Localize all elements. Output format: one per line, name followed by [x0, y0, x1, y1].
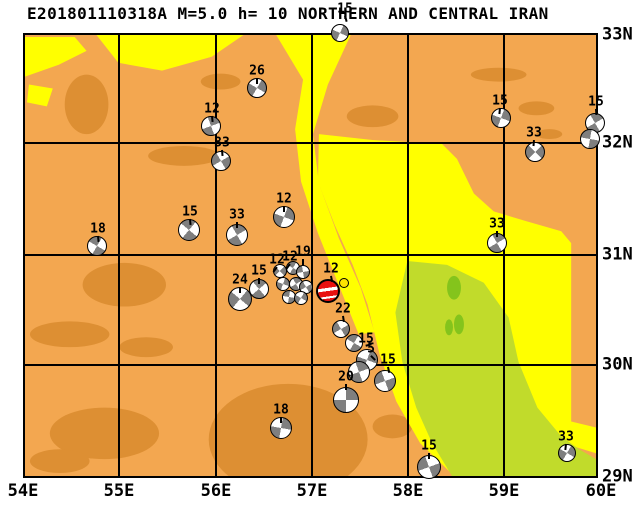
x-axis-label: 55E: [103, 481, 135, 501]
grid-line-vertical: [503, 35, 505, 478]
y-axis-label: 33N: [602, 24, 633, 45]
map-title: E201801110318A M=5.0 h= 10 NORTHERN AND …: [27, 4, 549, 23]
depth-label: 15: [182, 204, 198, 220]
depth-label: 18: [273, 402, 289, 418]
focal-mechanism: [178, 219, 200, 241]
depth-label: 15: [492, 93, 508, 109]
depth-label: 12: [282, 249, 298, 265]
depth-label: 15: [421, 438, 437, 454]
depth-label: 26: [249, 63, 265, 79]
focal-mechanism: [87, 236, 107, 256]
focal-mechanism: [374, 370, 396, 392]
label-tick: [258, 278, 260, 284]
focal-mechanism: [525, 142, 545, 162]
label-tick: [496, 231, 498, 237]
depth-label: 15: [380, 352, 396, 368]
depth-label: 15: [251, 263, 267, 279]
depth-label: 12: [276, 191, 292, 207]
grid-line-horizontal: [25, 142, 598, 144]
grid-line-horizontal: [25, 254, 598, 256]
focal-mechanism: [201, 116, 221, 136]
depth-label: 15: [337, 1, 353, 17]
focal-mechanism: [345, 334, 363, 352]
x-axis-label: 57E: [296, 481, 328, 501]
label-tick: [280, 417, 282, 423]
label-tick: [283, 206, 285, 212]
focal-mechanism: [211, 151, 231, 171]
focal-mechanism: [558, 444, 576, 462]
depth-label: 18: [90, 221, 106, 237]
depth-label: 33: [214, 135, 230, 151]
focal-mechanism: [332, 320, 350, 338]
depth-label: 12: [204, 101, 220, 117]
x-axis-label: 54E: [7, 481, 39, 501]
focal-mechanism: [348, 361, 370, 383]
depth-label: 33: [229, 207, 245, 223]
focal-mechanism: [580, 129, 600, 149]
depth-label: 12: [269, 252, 285, 268]
x-axis-label: 59E: [488, 481, 520, 501]
x-axis-label: 60E: [585, 481, 617, 501]
grid-line-vertical: [118, 35, 120, 478]
y-axis-label: 29N: [602, 466, 633, 487]
depth-label: 15: [588, 94, 604, 110]
depth-label: 24: [232, 272, 248, 288]
label-tick: [330, 275, 333, 283]
focal-mechanism: [333, 387, 359, 413]
grid-line-vertical: [407, 35, 409, 478]
label-tick: [256, 78, 258, 84]
y-axis-label: 32N: [602, 132, 633, 153]
label-tick: [239, 287, 241, 293]
focal-mechanism: [294, 291, 308, 305]
label-tick: [236, 222, 238, 228]
focal-mechanism: [331, 24, 349, 42]
label-tick: [387, 366, 390, 374]
y-axis-label: 30N: [602, 354, 633, 375]
station-marker: [339, 278, 349, 288]
grid-line-vertical: [215, 35, 217, 478]
depth-label: 19: [295, 244, 311, 260]
depth-label: 22: [335, 301, 351, 317]
depth-label: 33: [558, 429, 574, 445]
x-axis-label: 56E: [200, 481, 232, 501]
depth-label: 33: [489, 216, 505, 232]
label-tick: [342, 315, 345, 323]
focal-mechanism: [491, 108, 511, 128]
depth-label: 20: [338, 369, 354, 385]
focal-mechanism: [276, 277, 290, 291]
label-tick: [428, 453, 430, 459]
depth-label: 12: [323, 261, 339, 277]
main-event-focal-mechanism: [316, 279, 340, 303]
y-axis-label: 31N: [602, 244, 633, 265]
label-tick: [302, 259, 304, 265]
label-tick: [345, 384, 347, 390]
grid-line-vertical: [311, 35, 313, 478]
depth-label: 15: [358, 331, 374, 347]
depth-label: 5: [367, 341, 375, 357]
depth-label: 33: [526, 125, 542, 141]
label-tick: [595, 108, 597, 116]
grid-line-horizontal: [25, 364, 598, 366]
focal-mechanism: [296, 265, 310, 279]
x-axis-label: 58E: [392, 481, 424, 501]
